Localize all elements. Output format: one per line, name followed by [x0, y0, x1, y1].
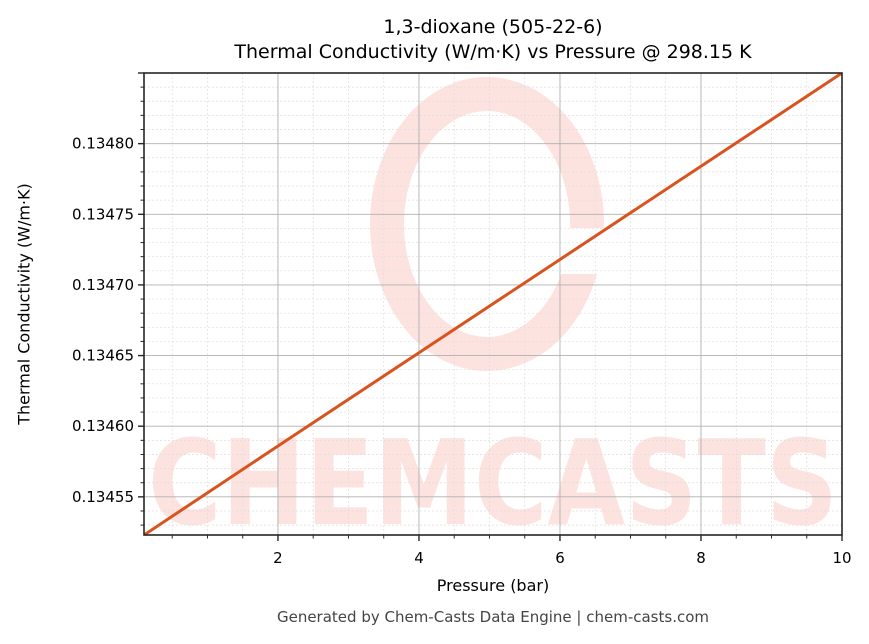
x-axis-ticks: 2 4 6 8 10: [171, 535, 852, 567]
y-tick-label: 0.13475: [72, 205, 134, 223]
x-tick-label: 6: [555, 549, 565, 567]
x-axis-label: Pressure (bar): [436, 576, 550, 595]
watermark-logo-ring: [370, 77, 604, 371]
major-grid: [144, 73, 842, 535]
y-tick-label: 0.13460: [72, 417, 134, 435]
x-tick-label: 2: [273, 549, 283, 567]
footer-credit: Generated by Chem-Casts Data Engine | ch…: [276, 608, 710, 626]
watermark: CHEMCASTS: [148, 77, 838, 552]
y-tick-label: 0.13470: [72, 276, 134, 294]
x-tick-label: 8: [696, 549, 706, 567]
y-tick-label: 0.13455: [72, 488, 134, 506]
axes-frame: [143, 72, 843, 536]
x-tick-label: 4: [414, 549, 424, 567]
y-axis-label: Thermal Conductivity (W/m·K): [14, 183, 34, 425]
chart-title-compound: 1,3-dioxane (505-22-6): [383, 16, 603, 38]
y-tick-label: 0.13465: [72, 347, 134, 365]
minor-grid: [144, 73, 842, 535]
x-tick-label: 10: [832, 549, 851, 567]
watermark-text: CHEMCASTS: [148, 414, 838, 552]
chart-title-property: Thermal Conductivity (W/m·K) vs Pressure…: [234, 41, 752, 63]
data-line-thermal-conductivity: [144, 73, 842, 535]
y-axis-ticks: 0.13455 0.13460 0.13465 0.13470 0.13475 0.134…: [72, 72, 144, 526]
y-tick-label: 0.13480: [72, 135, 134, 153]
